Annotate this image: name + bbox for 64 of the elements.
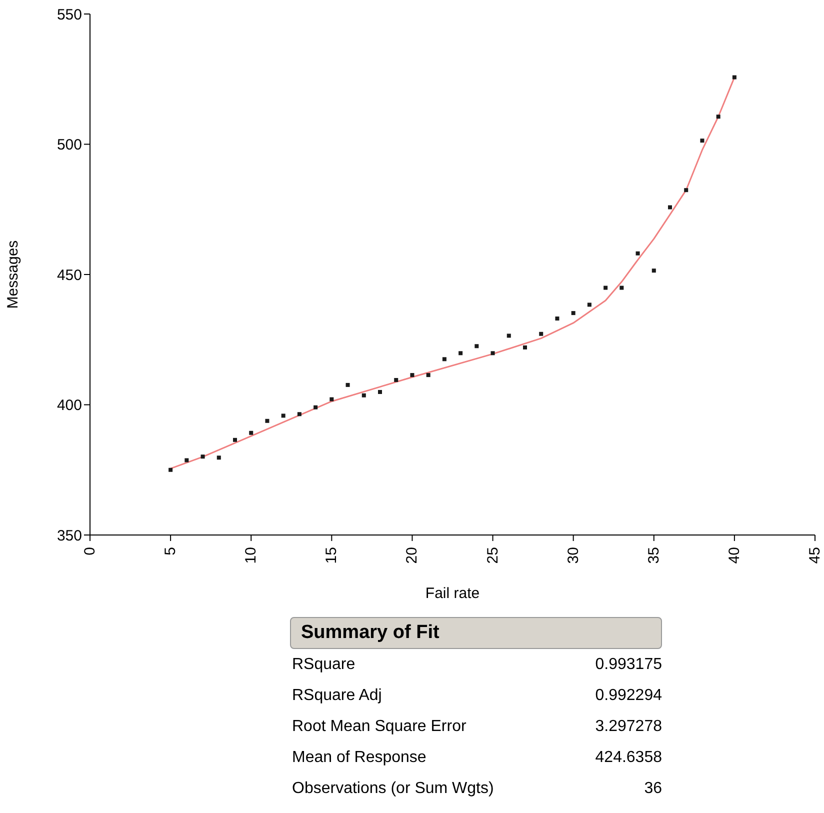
text: 36 (644, 780, 662, 798)
point (668, 205, 672, 210)
text: Mean of Response (292, 748, 426, 766)
point (378, 390, 382, 394)
y-tick-label: 500 (56, 136, 82, 154)
point (636, 251, 640, 256)
text: 0.993175 (595, 656, 662, 674)
point (587, 302, 592, 307)
x-axis-title: Fail rate (425, 585, 480, 602)
x-tick-label: 30 (564, 547, 582, 564)
point (346, 382, 350, 387)
x-tick-label: 10 (242, 547, 260, 564)
y-tick-label: 350 (56, 527, 82, 544)
y-tick-label: 450 (56, 266, 82, 284)
point (233, 438, 237, 442)
point (314, 405, 318, 410)
point (184, 458, 189, 462)
text: RSquare (292, 656, 356, 674)
point (700, 138, 704, 143)
point (684, 188, 688, 192)
point (297, 412, 302, 416)
text: 424.6358 (595, 748, 662, 766)
point (716, 114, 720, 119)
text: 0.992294 (595, 686, 662, 704)
y-axis-title: Messages (4, 240, 22, 309)
x-tick-label: 0 (82, 547, 98, 556)
point (523, 345, 527, 350)
text: Root Mean Square Error (292, 718, 466, 736)
point (265, 418, 270, 423)
point (490, 351, 495, 356)
x-tick-label: 35 (645, 547, 662, 564)
point (330, 397, 334, 402)
point (168, 468, 173, 472)
point (620, 286, 624, 290)
point (458, 351, 463, 356)
point (362, 393, 366, 398)
point (732, 75, 736, 80)
point (426, 373, 430, 378)
x-tick-label: 20 (404, 547, 421, 564)
point (442, 357, 446, 362)
point (539, 332, 544, 336)
x-tick-label: 25 (484, 547, 502, 564)
point (200, 454, 205, 459)
text: Summary of Fit (290, 617, 662, 649)
y-tick-label: 550 (56, 6, 82, 24)
point (555, 316, 560, 321)
point (474, 344, 479, 348)
x-tick-label: 45 (806, 547, 824, 564)
point (281, 414, 286, 418)
point (652, 268, 656, 273)
x-tick-label: 15 (323, 547, 340, 564)
x-tick-label: 40 (726, 547, 743, 564)
point (249, 430, 254, 435)
point (506, 334, 511, 338)
y-tick-label: 400 (56, 397, 82, 414)
point (216, 456, 221, 460)
point (410, 373, 414, 378)
text: RSquare Adj (292, 686, 382, 704)
x-tick-label: 5 (162, 547, 180, 556)
point (571, 311, 576, 316)
text: 3.297278 (595, 718, 662, 736)
text: Observations (or Sum Wgts) (292, 780, 494, 798)
point (604, 286, 608, 290)
point (394, 378, 398, 382)
